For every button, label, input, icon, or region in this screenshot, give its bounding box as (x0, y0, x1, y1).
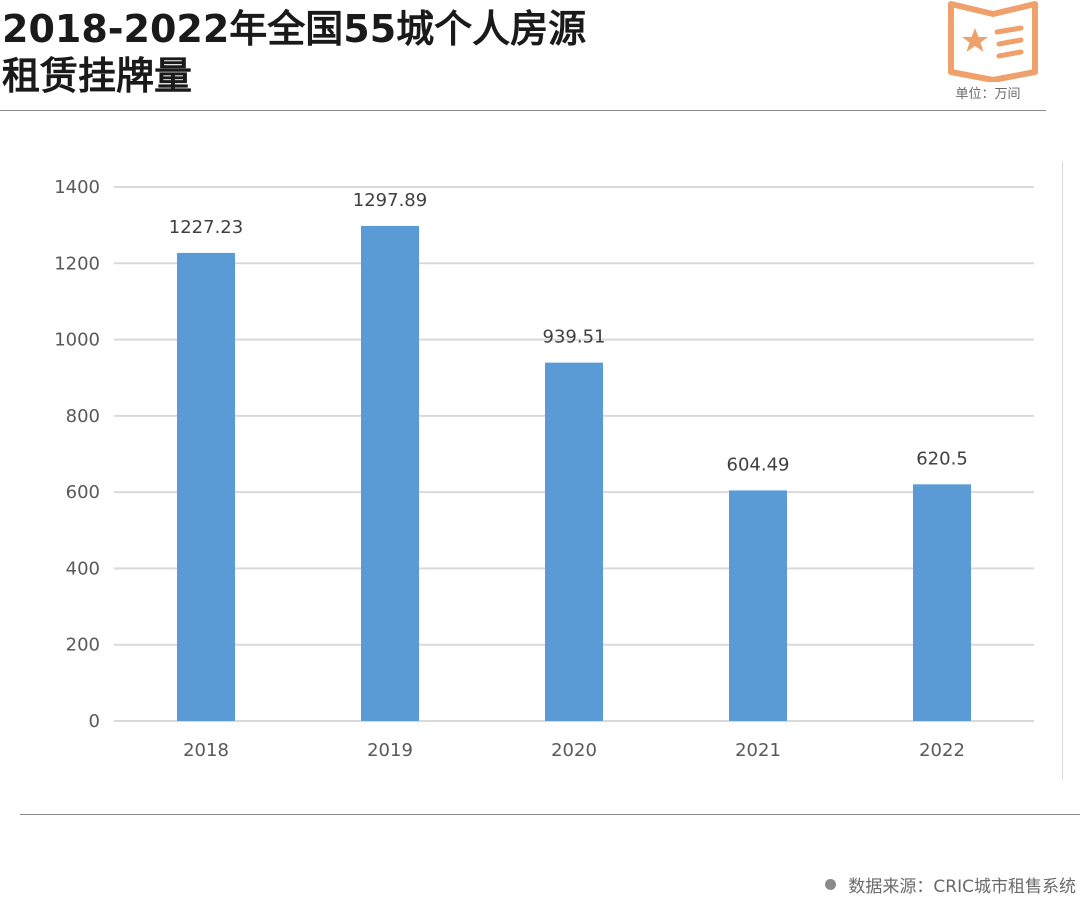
data-label: 620.5 (916, 448, 968, 469)
data-label: 939.51 (543, 327, 606, 348)
x-tick-label: 2022 (919, 740, 965, 761)
star-list-icon (948, 1, 1038, 82)
header-divider (0, 110, 1046, 111)
bar-2020 (545, 362, 603, 721)
data-source-text: 数据来源：CRIC城市租售系统 (848, 877, 1076, 897)
y-tick-label: 1000 (54, 330, 100, 351)
y-tick-label: 1400 (54, 177, 100, 198)
y-tick-label: 0 (89, 711, 100, 732)
y-tick-label: 800 (66, 406, 100, 427)
bar-2018 (177, 252, 235, 721)
x-tick-label: 2018 (183, 740, 229, 761)
x-tick-label: 2020 (551, 740, 597, 761)
y-tick-label: 600 (66, 482, 100, 503)
data-label: 604.49 (727, 454, 790, 475)
data-label: 1227.23 (169, 217, 243, 238)
bullet-icon (825, 879, 837, 890)
chart-title: 2018-2022年全国55城个人房源 租赁挂牌量 (2, 6, 586, 100)
data-source: 数据来源：CRIC城市租售系统 (825, 872, 1076, 897)
bar-2021 (729, 490, 787, 721)
x-axis-ticks: 2018 2019 2020 2021 2022 (183, 740, 965, 761)
data-label: 1297.89 (353, 190, 427, 211)
footer-divider (20, 814, 1080, 815)
bar-2019 (361, 225, 419, 721)
chart-frame-edge (1062, 162, 1063, 780)
bars (177, 225, 971, 721)
x-tick-label: 2021 (735, 740, 781, 761)
y-tick-label: 200 (66, 635, 100, 656)
bar-2022 (913, 484, 971, 721)
y-tick-label: 400 (66, 558, 100, 579)
y-axis-ticks: 0 200 400 600 800 1000 1200 1400 (54, 177, 100, 732)
y-tick-label: 1200 (54, 253, 100, 274)
unit-label: 单位：万间 (955, 87, 1021, 102)
chart-title-line-1: 2018-2022年全国55城个人房源 (2, 7, 587, 51)
chart-title-line-2: 租赁挂牌量 (2, 54, 193, 98)
x-tick-label: 2019 (367, 740, 413, 761)
data-labels: 1227.23 1297.89 939.51 604.49 620.5 (169, 190, 968, 475)
bar-chart: 0 200 400 600 800 1000 1200 1400 1227.23 1297.89… (54, 177, 1034, 761)
